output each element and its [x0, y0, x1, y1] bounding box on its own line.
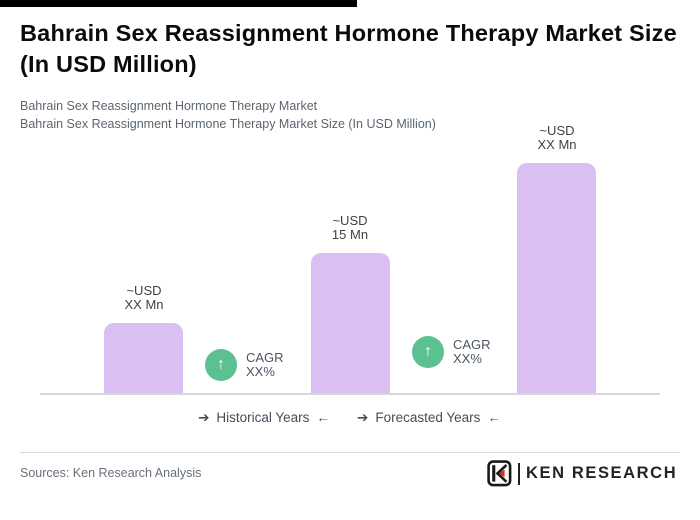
- bar-value-line2: XX Mn: [124, 297, 164, 312]
- cagr-label: CAGR XX%: [453, 336, 491, 367]
- right-arrow-icon: ➔: [198, 410, 210, 425]
- ken-research-logo: KEN RESEARCH: [487, 460, 677, 487]
- bar-value-label: ~USD XX Mn: [84, 284, 204, 312]
- bar-value-line1: ~USD: [539, 123, 575, 138]
- x-axis-baseline: [40, 393, 660, 395]
- growth-arrow-icon: ↑: [412, 336, 444, 368]
- axis-zone-historical: ➔ Historical Years ←: [144, 410, 384, 426]
- bar-value-label: ~USD 15 Mn: [290, 214, 410, 242]
- up-arrow-glyph: ↑: [424, 343, 432, 360]
- up-arrow-glyph: ↑: [217, 356, 225, 373]
- sources-note: Sources: Ken Research Analysis: [20, 466, 202, 480]
- axis-zone-forecasted: ➔ Forecasted Years ←: [309, 410, 549, 426]
- axis-zone-label: Forecasted Years: [375, 410, 481, 425]
- cagr-label-line1: CAGR: [246, 349, 284, 365]
- left-arrow-icon: ←: [316, 410, 330, 425]
- bar-value-line1: ~USD: [126, 283, 162, 298]
- chart-subtitle: Bahrain Sex Reassignment Hormone Therapy…: [20, 97, 436, 133]
- cagr-label-line2: XX%: [453, 351, 482, 366]
- right-arrow-icon: ➔: [357, 410, 369, 425]
- cagr-label-line2: XX%: [246, 364, 275, 379]
- ken-research-wordmark: KEN RESEARCH: [526, 464, 678, 482]
- page-title: Bahrain Sex Reassignment Hormone Therapy…: [20, 20, 677, 78]
- bar-historical-start: [104, 323, 183, 394]
- bar-value-line2: XX Mn: [537, 137, 577, 152]
- axis-zone-label: Historical Years: [216, 410, 310, 425]
- growth-arrow-icon: ↑: [205, 349, 237, 381]
- ken-research-badge-icon: [487, 460, 512, 487]
- cagr-badge-forecast: ↑ CAGR XX%: [412, 336, 491, 368]
- bar-historical-end: [311, 253, 390, 394]
- bar-value-line2: 15 Mn: [331, 227, 369, 242]
- cagr-label: CAGR XX%: [246, 349, 284, 380]
- bar-value-label: ~USD XX Mn: [497, 124, 617, 152]
- chart-subtitle-line2: Bahrain Sex Reassignment Hormone Therapy…: [20, 117, 436, 131]
- left-arrow-icon: ←: [487, 410, 501, 425]
- logo-divider: [518, 462, 520, 485]
- cagr-badge-historical: ↑ CAGR XX%: [205, 349, 284, 381]
- top-accent-bar: [0, 0, 357, 7]
- bar-value-line1: ~USD: [332, 213, 368, 228]
- cagr-label-line1: CAGR: [453, 336, 491, 352]
- bar-forecast: [517, 163, 596, 394]
- footer-divider: [20, 452, 680, 453]
- chart-subtitle-line1: Bahrain Sex Reassignment Hormone Therapy…: [20, 99, 318, 113]
